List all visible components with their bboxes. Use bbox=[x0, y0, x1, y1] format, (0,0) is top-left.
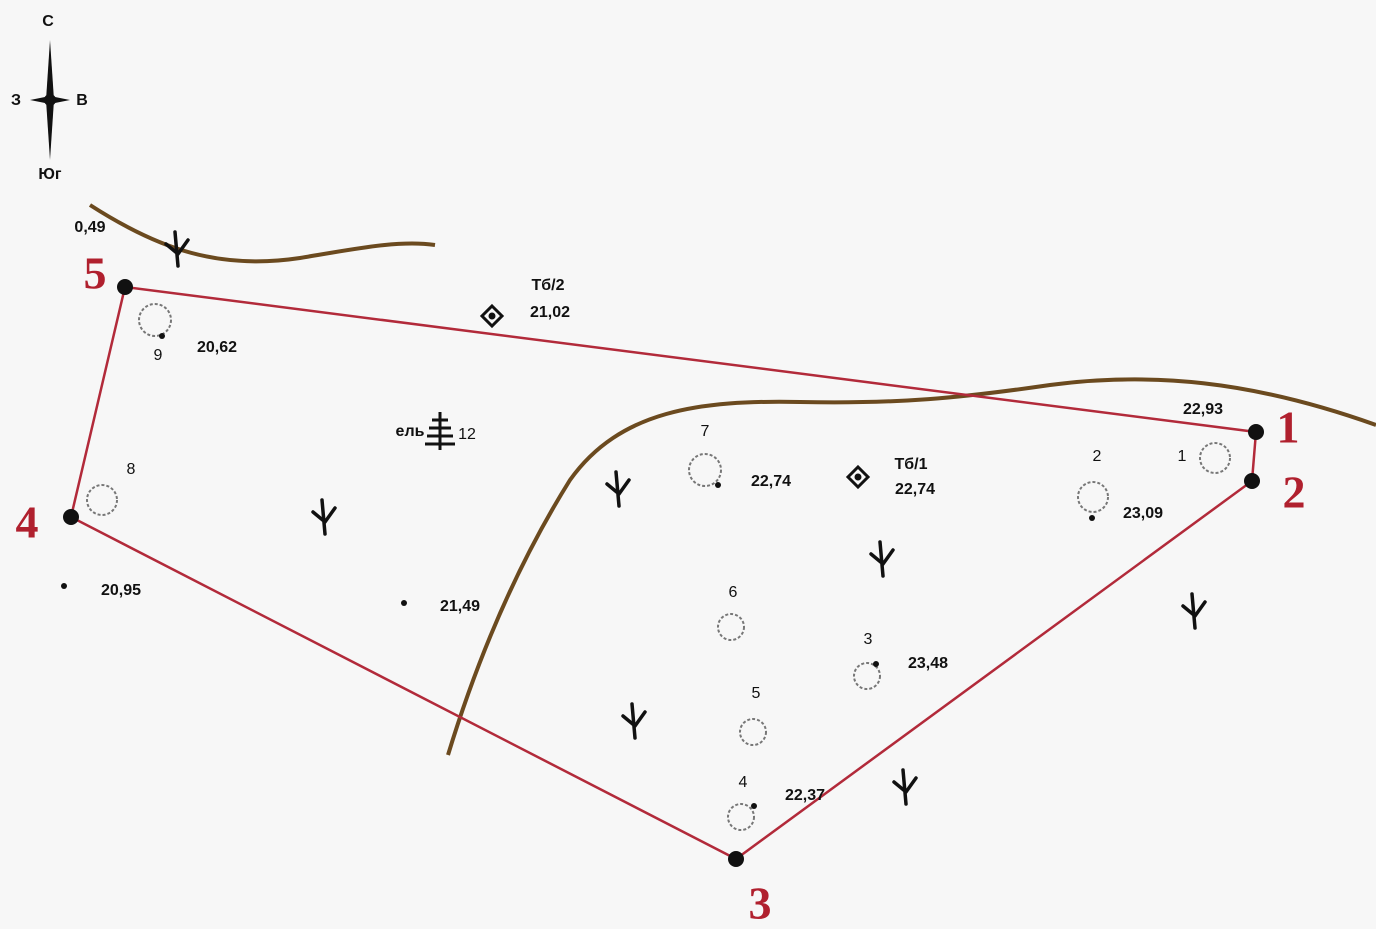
benchmark-elevation: 21,02 bbox=[530, 304, 570, 321]
elevation: 20,62 bbox=[197, 339, 237, 356]
tree-number: 6 bbox=[729, 584, 738, 601]
elevation: 23,48 bbox=[908, 655, 948, 672]
tree-number: 8 bbox=[127, 461, 136, 478]
parcel-boundary bbox=[69, 285, 1258, 861]
compass bbox=[30, 40, 70, 160]
tree-circles bbox=[86, 303, 1231, 831]
elevation: 20,95 bbox=[101, 582, 141, 599]
boundary-label: 4 bbox=[16, 497, 39, 548]
tree-number: 1 bbox=[1178, 448, 1187, 465]
benchmark-label: Тб/2 bbox=[532, 277, 565, 294]
elevation: 21,49 bbox=[440, 598, 480, 615]
elevation: 22,93 bbox=[1183, 401, 1223, 418]
boundary-label: 1 bbox=[1277, 402, 1300, 453]
compass-west: З bbox=[11, 92, 21, 109]
tree-number: 5 bbox=[752, 685, 761, 702]
boundary-label: 3 bbox=[749, 878, 772, 929]
benchmark-elevation: 22,74 bbox=[895, 481, 935, 498]
tree-number: 2 bbox=[1093, 448, 1102, 465]
elevation-dots bbox=[61, 333, 1095, 809]
boundary-label: 2 bbox=[1283, 467, 1306, 518]
benchmark-label: Тб/1 bbox=[895, 456, 928, 473]
boundary-vertices bbox=[63, 279, 1264, 867]
contour-line bbox=[446, 377, 1376, 756]
elevation: 0,49 bbox=[74, 219, 105, 236]
spruce-number: 12 bbox=[458, 426, 476, 443]
compass-north: С bbox=[42, 13, 54, 30]
elevation: 23,09 bbox=[1123, 505, 1163, 522]
elevation: 22,37 bbox=[785, 787, 825, 804]
tree-number: 9 bbox=[154, 347, 163, 364]
spruce-label: ель bbox=[396, 423, 425, 440]
tree-number: 3 bbox=[864, 631, 873, 648]
grass-symbols bbox=[164, 230, 1207, 806]
compass-east: В bbox=[76, 92, 88, 109]
tree-number: 4 bbox=[739, 774, 748, 791]
contour-line bbox=[88, 203, 436, 264]
tree-number: 7 bbox=[701, 423, 710, 440]
elevation: 22,74 bbox=[751, 473, 791, 490]
benchmark-symbols bbox=[479, 303, 871, 490]
boundary-label: 5 bbox=[84, 248, 107, 299]
spruce-icon bbox=[425, 412, 455, 450]
compass-south: Юг bbox=[38, 166, 62, 183]
